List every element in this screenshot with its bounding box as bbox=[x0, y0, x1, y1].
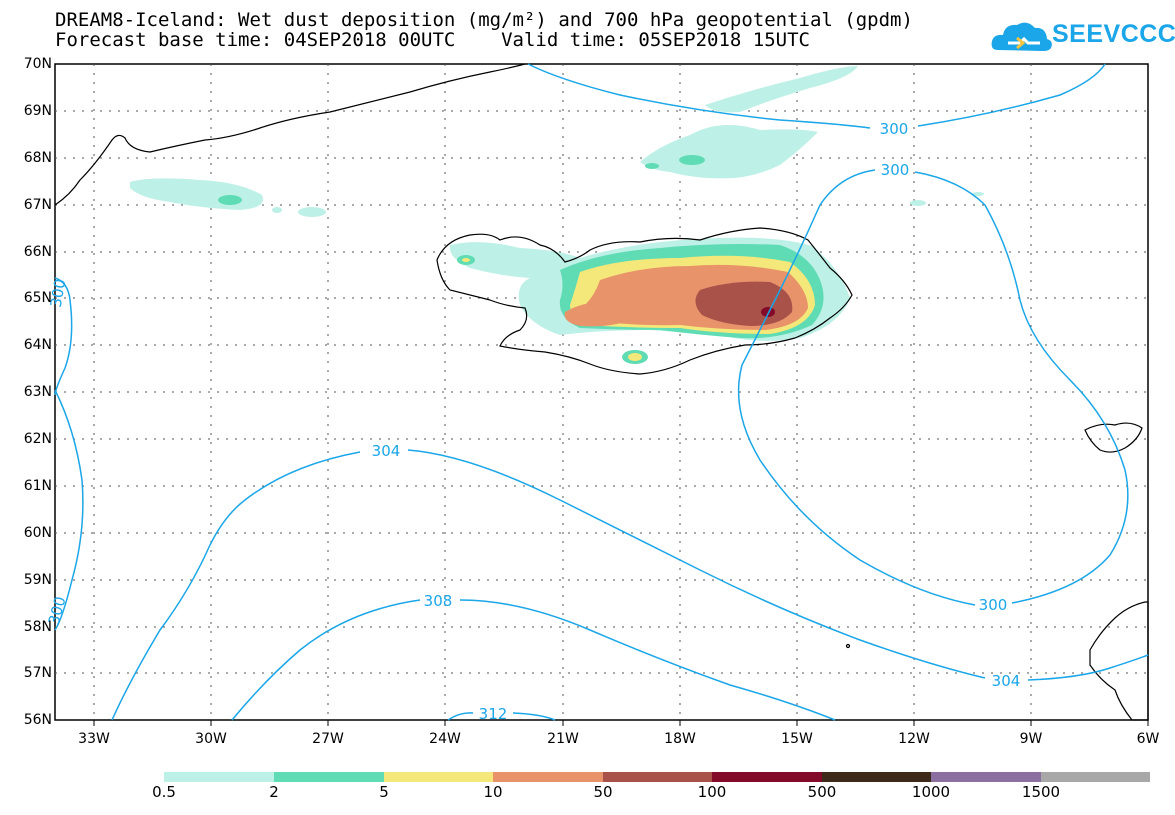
contour-label-300: 300 bbox=[979, 596, 1008, 614]
lat-label: 66N bbox=[23, 244, 52, 260]
forecast-time-line: Forecast base time: 04SEP2018 00UTC Vali… bbox=[55, 29, 810, 51]
legend-swatch bbox=[493, 772, 603, 782]
lat-label: 63N bbox=[23, 384, 52, 400]
graticule bbox=[55, 64, 1148, 720]
legend-label: 5 bbox=[379, 783, 389, 801]
lon-label: 30W bbox=[195, 731, 227, 747]
legend-label: 10 bbox=[483, 783, 503, 801]
legend-swatch bbox=[712, 772, 822, 782]
lon-label: 9W bbox=[1019, 731, 1043, 747]
legend-label: 0.5 bbox=[152, 783, 176, 801]
contour-label-308: 308 bbox=[424, 592, 453, 610]
dust-deposition-field bbox=[130, 66, 984, 364]
contour-labels: 300 300 304 308 312 300 304 300 300 bbox=[45, 120, 1021, 723]
lon-label: 12W bbox=[898, 731, 930, 747]
lon-label: 24W bbox=[429, 731, 461, 747]
cloud-logo-icon bbox=[991, 22, 1052, 51]
lat-label: 68N bbox=[23, 150, 52, 166]
lon-label: 15W bbox=[781, 731, 813, 747]
contour-label-304: 304 bbox=[992, 672, 1021, 690]
lon-label: 27W bbox=[312, 731, 344, 747]
legend-swatch bbox=[931, 772, 1041, 782]
lon-label: 6W bbox=[1136, 731, 1160, 747]
legend-label: 2 bbox=[269, 783, 279, 801]
contour-label-300: 300 bbox=[880, 120, 909, 138]
axis-ticks bbox=[93, 720, 1149, 726]
geopotential-contours bbox=[54, 63, 1149, 721]
lat-label: 60N bbox=[23, 525, 52, 541]
legend-swatch bbox=[603, 772, 712, 782]
legend-label: 1000 bbox=[911, 783, 951, 801]
legend-swatch bbox=[1041, 772, 1150, 782]
lat-label: 65N bbox=[23, 290, 52, 306]
lat-label: 67N bbox=[23, 197, 52, 213]
contour-label-300: 300 bbox=[47, 277, 70, 308]
lon-label: 21W bbox=[547, 731, 579, 747]
legend-swatch bbox=[274, 772, 384, 782]
lat-label: 64N bbox=[23, 337, 52, 353]
legend-label: 100 bbox=[697, 783, 727, 801]
lat-label: 62N bbox=[23, 431, 52, 447]
lat-label: 57N bbox=[23, 665, 52, 681]
lat-label: 70N bbox=[23, 56, 52, 72]
legend-swatch bbox=[822, 772, 931, 782]
lat-label: 59N bbox=[23, 572, 52, 588]
lon-label: 33W bbox=[78, 731, 110, 747]
lat-label: 56N bbox=[23, 712, 52, 728]
contour-label-304: 304 bbox=[372, 442, 401, 460]
lat-label: 69N bbox=[23, 103, 52, 119]
legend-label: 50 bbox=[593, 783, 613, 801]
legend-swatch bbox=[384, 772, 493, 782]
lon-label: 18W bbox=[664, 731, 696, 747]
contour-label-300: 300 bbox=[881, 161, 910, 179]
contour-label-312: 312 bbox=[479, 705, 508, 723]
logo-text: SEEVCCC bbox=[1052, 20, 1175, 48]
legend-label: 500 bbox=[807, 783, 837, 801]
lat-label: 58N bbox=[23, 619, 52, 635]
map-title: DREAM8-Iceland: Wet dust deposition (mg/… bbox=[55, 9, 913, 31]
legend-swatch bbox=[164, 772, 274, 782]
legend-label: 1500 bbox=[1021, 783, 1061, 801]
lat-label: 61N bbox=[23, 478, 52, 494]
